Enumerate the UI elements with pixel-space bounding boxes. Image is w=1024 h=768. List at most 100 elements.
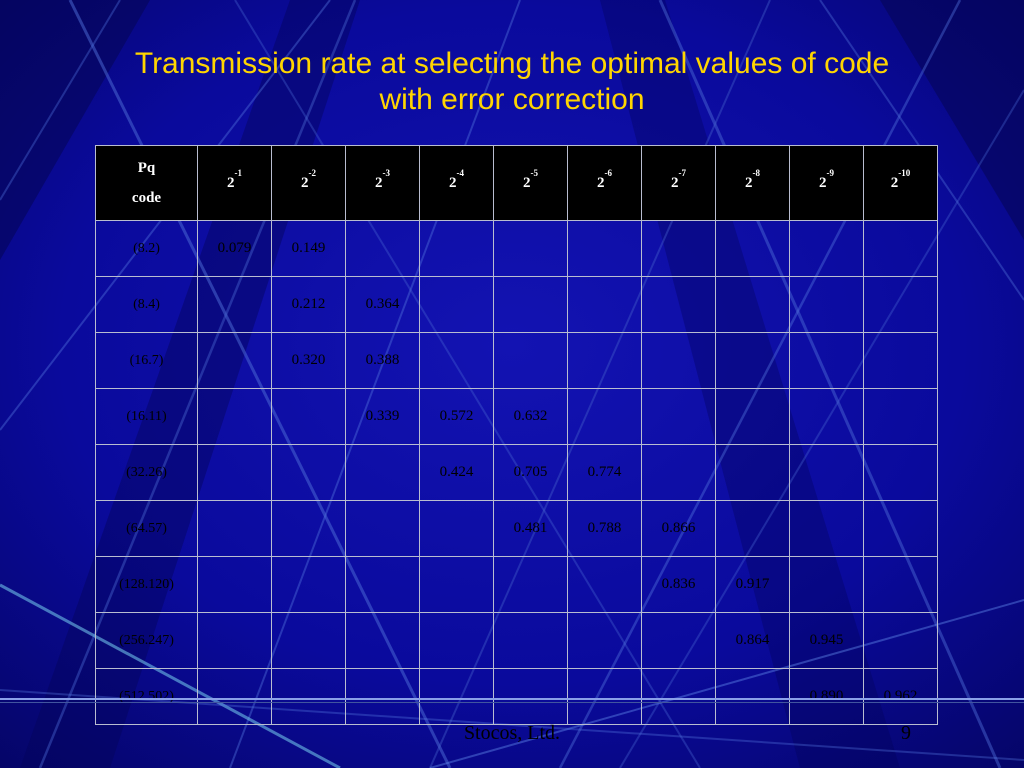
value-cell: [863, 276, 938, 333]
value-cell: [271, 444, 346, 501]
table-row: (32.26) 0.424 0.705 0.774: [95, 444, 938, 501]
value-cell: [715, 332, 790, 389]
table-row: (8.2) 0.079 0.149: [95, 220, 938, 277]
table-row: (16.7) 0.320 0.388: [95, 332, 938, 389]
value-cell: [715, 220, 790, 277]
value-cell: [715, 276, 790, 333]
value-cell: [863, 556, 938, 613]
value-cell: 0.788: [567, 500, 642, 557]
value-cell: [493, 668, 568, 725]
footer-divider: [0, 698, 1024, 703]
value-cell: [863, 388, 938, 445]
value-cell: [493, 220, 568, 277]
row-label: (8.4): [95, 276, 198, 333]
value-cell: [567, 276, 642, 333]
value-cell: 0.212: [271, 276, 346, 333]
page-number: 9: [901, 722, 911, 744]
header-col-2-10: 2-10: [863, 145, 938, 221]
value-cell: [863, 220, 938, 277]
value-cell: [197, 276, 272, 333]
value-cell: [419, 220, 494, 277]
value-cell: 0.079: [197, 220, 272, 277]
slide-title: Transmission rate at selecting the optim…: [30, 46, 994, 118]
value-cell: [567, 612, 642, 669]
value-cell: [197, 612, 272, 669]
value-cell: 0.320: [271, 332, 346, 389]
value-cell: 0.388: [345, 332, 420, 389]
value-cell: [197, 668, 272, 725]
value-cell: [641, 388, 716, 445]
table-row: (8.4) 0.212 0.364: [95, 276, 938, 333]
value-cell: [345, 612, 420, 669]
value-cell: 0.890: [789, 668, 864, 725]
value-cell: 0.864: [715, 612, 790, 669]
row-label: (16.11): [95, 388, 198, 445]
value-cell: [419, 500, 494, 557]
header-col-2-8: 2-8: [715, 145, 790, 221]
header-pq-code: Pq code: [95, 145, 198, 221]
value-cell: [641, 220, 716, 277]
value-cell: [345, 444, 420, 501]
header-col-2-2: 2-2: [271, 145, 346, 221]
value-cell: [271, 388, 346, 445]
value-cell: [271, 612, 346, 669]
value-cell: 0.364: [345, 276, 420, 333]
value-cell: 0.424: [419, 444, 494, 501]
value-cell: [271, 500, 346, 557]
table-row: (512.502) 0.890 0.962: [95, 668, 938, 725]
value-cell: [789, 220, 864, 277]
value-cell: [345, 556, 420, 613]
value-cell: [641, 332, 716, 389]
slide-title-line-1: Transmission rate at selecting the optim…: [134, 47, 890, 80]
value-cell: [641, 668, 716, 725]
value-cell: [345, 220, 420, 277]
value-cell: 0.945: [789, 612, 864, 669]
value-cell: [493, 332, 568, 389]
value-cell: [715, 668, 790, 725]
footer-divider-line-bottom: [0, 702, 1024, 703]
value-cell: [863, 500, 938, 557]
value-cell: [715, 500, 790, 557]
value-cell: 0.481: [493, 500, 568, 557]
row-label: (512.502): [95, 668, 198, 725]
header-col-2-9: 2-9: [789, 145, 864, 221]
value-cell: [419, 276, 494, 333]
table-row: (16.11) 0.339 0.572 0.632: [95, 388, 938, 445]
value-cell: [789, 500, 864, 557]
row-label: (32.26): [95, 444, 198, 501]
value-cell: 0.705: [493, 444, 568, 501]
table-row: (256.247) 0.864 0.945: [95, 612, 938, 669]
value-cell: [345, 668, 420, 725]
value-cell: 0.339: [345, 388, 420, 445]
value-cell: 0.149: [271, 220, 346, 277]
value-cell: [863, 444, 938, 501]
value-cell: [419, 556, 494, 613]
table-body: (8.2) 0.079 0.149 (8.4) 0.212 0.364 (16.7) 0.32…: [95, 220, 938, 725]
value-cell: [419, 332, 494, 389]
row-label: (8.2): [95, 220, 198, 277]
value-cell: 0.866: [641, 500, 716, 557]
value-cell: 0.572: [419, 388, 494, 445]
value-cell: [789, 444, 864, 501]
table-header: Pq code 2-1 2-2 2-3 2-4 2-5 2-6 2-7 2-8 2-9 2-10: [95, 145, 938, 221]
value-cell: [271, 556, 346, 613]
row-label: (64.57): [95, 500, 198, 557]
table-header-row: Pq code 2-1 2-2 2-3 2-4 2-5 2-6 2-7 2-8 2-9 2-10: [95, 145, 938, 221]
value-cell: [567, 220, 642, 277]
results-table: Pq code 2-1 2-2 2-3 2-4 2-5 2-6 2-7 2-8 2-9 2-10 (8…: [95, 145, 938, 725]
value-cell: [567, 332, 642, 389]
value-cell: 0.836: [641, 556, 716, 613]
value-cell: [197, 332, 272, 389]
value-cell: [493, 556, 568, 613]
value-cell: [567, 668, 642, 725]
row-label: (256.247): [95, 612, 198, 669]
value-cell: 0.774: [567, 444, 642, 501]
value-cell: [345, 500, 420, 557]
value-cell: 0.962: [863, 668, 938, 725]
value-cell: [493, 276, 568, 333]
value-cell: [789, 388, 864, 445]
value-cell: [197, 500, 272, 557]
value-cell: [197, 444, 272, 501]
value-cell: [789, 556, 864, 613]
